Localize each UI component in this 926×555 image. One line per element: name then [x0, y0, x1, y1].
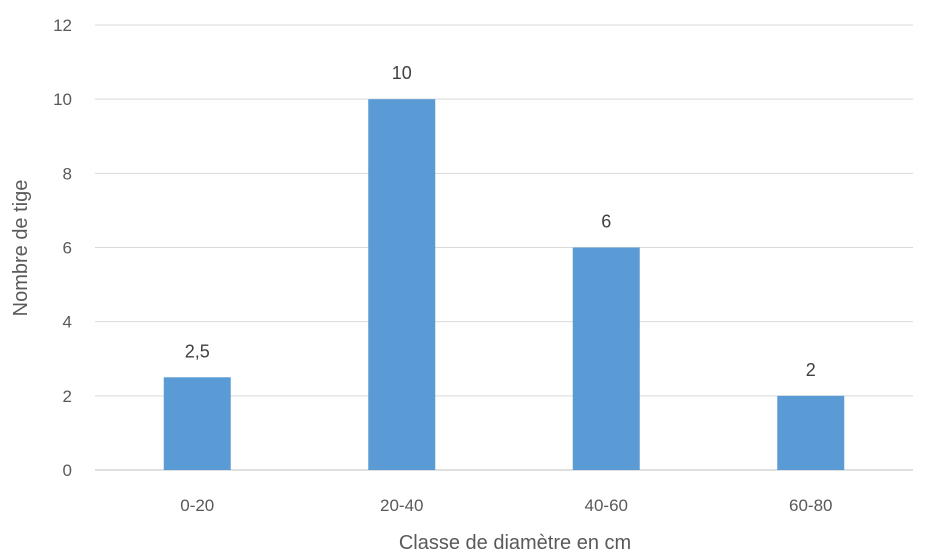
y-tick-label: 0 — [63, 461, 72, 480]
x-axis-title: Classe de diamètre en cm — [399, 532, 631, 554]
x-tick-label: 20-40 — [380, 496, 423, 515]
bar-0-20 — [163, 377, 231, 470]
gridlines — [95, 24, 913, 471]
y-axis-ticks: 0 2 4 6 8 10 12 — [53, 16, 72, 480]
bar-60-80 — [777, 395, 845, 470]
bar-40-60 — [572, 247, 640, 470]
y-axis-title: Nombre de tige — [10, 180, 32, 317]
x-axis-ticks: 0-20 20-40 40-60 60-80 — [180, 496, 832, 515]
data-label: 10 — [392, 63, 412, 83]
data-labels: 2,5 10 6 2 — [185, 63, 816, 380]
data-label: 2,5 — [185, 341, 210, 361]
y-tick-label: 12 — [53, 16, 72, 35]
data-label: 2 — [806, 360, 816, 380]
y-tick-label: 6 — [63, 239, 72, 258]
y-tick-label: 4 — [63, 313, 72, 332]
x-tick-label: 60-80 — [789, 496, 832, 515]
x-tick-label: 0-20 — [180, 496, 214, 515]
x-tick-label: 40-60 — [585, 496, 628, 515]
bar-20-40 — [368, 99, 436, 471]
y-tick-label: 2 — [63, 387, 72, 406]
y-tick-label: 10 — [53, 90, 72, 109]
data-label: 6 — [601, 212, 611, 232]
y-tick-label: 8 — [63, 164, 72, 183]
bars — [163, 99, 845, 471]
